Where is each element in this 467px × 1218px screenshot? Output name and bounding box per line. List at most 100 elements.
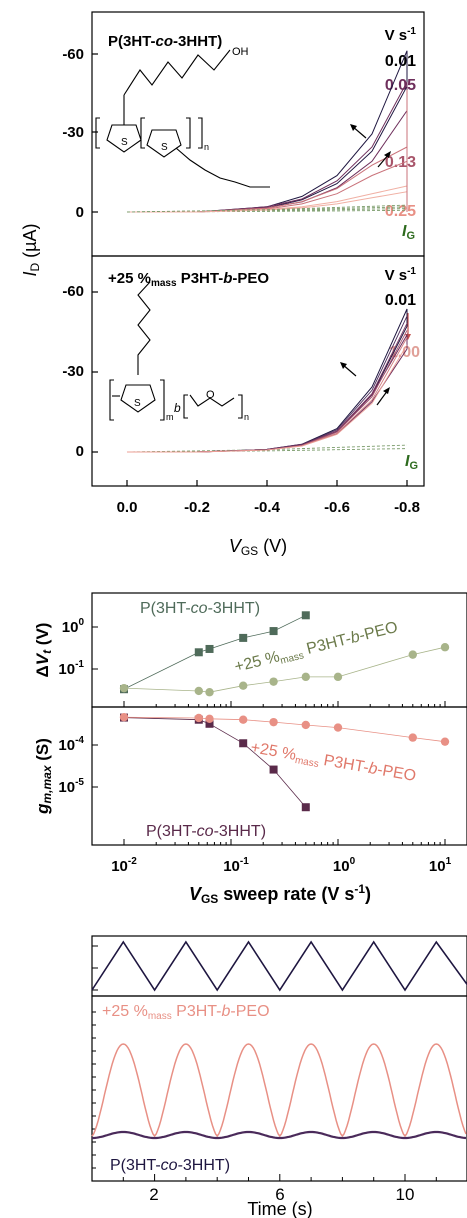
panel-b-bottom-frame: [91, 706, 467, 846]
transfer-curve-intermediate: [127, 315, 408, 453]
gm-blend-point: [333, 723, 343, 732]
dvt-blend-point: [333, 672, 343, 682]
structure-blockcopolymer: [109, 281, 243, 421]
gm-blend-point: [301, 720, 310, 730]
xtick-0: 0.0: [117, 499, 138, 516]
gate-current-0.01: [126, 448, 408, 453]
gm-copolymer-point: [239, 739, 248, 748]
xtick-b-4: 101: [429, 856, 452, 875]
dvt-copolymer-point: [205, 644, 214, 653]
gm-copolymer-point: [205, 719, 214, 728]
panel-a-xlabel: VGS (V): [229, 536, 287, 558]
panel-b-xlabel: VGS sweep rate (V s-1): [189, 882, 371, 906]
sweep-arrows: [341, 125, 390, 406]
dvt-blend-point: [301, 672, 310, 682]
rate-label-005: 0.05: [385, 77, 416, 94]
xtick-minus02: -0.2: [184, 499, 210, 516]
copolymer-response-curve: [92, 1130, 467, 1140]
xtick-minus08: -0.8: [394, 499, 420, 516]
ytick-b-bottom-2: 10-5: [58, 777, 84, 796]
b-label: b: [174, 401, 181, 415]
transfer-curve-1.00: [127, 333, 408, 453]
transfer-curve-0.01: [127, 50, 408, 213]
gm-copolymer-point: [269, 765, 278, 774]
ig-label-bottom: IG: [405, 453, 418, 472]
dvt-copolymer-line: [123, 614, 306, 690]
ytick-top-zero: 0: [76, 204, 84, 221]
xtick-minus04: -0.4: [254, 499, 281, 516]
transfer-curve-0.13: [127, 146, 408, 213]
rate-label-001: 0.01: [385, 53, 416, 70]
sweep-arrow-heads: [340, 124, 391, 394]
xtick-c-6: 6: [275, 1185, 284, 1204]
ytick-bottom-minus30: -30: [62, 363, 84, 380]
b-label-copolymer-bottom: P(3HT-co-3HHT): [146, 823, 266, 840]
s-label-3: S: [134, 398, 141, 409]
panel-a-ytick-marks: [92, 53, 98, 453]
m-label: m: [166, 412, 174, 422]
transfer-curve-intermediate: [127, 344, 408, 453]
s-label-2: S: [161, 142, 168, 153]
panel-b-sweep-rate: 100 10-1 10-4 10-5 10-2 10-1 100 101 ΔVt…: [33, 592, 467, 906]
gm-blend-point: [408, 733, 417, 742]
dvt-blend-point: [440, 643, 450, 652]
gate-current-1.00: [126, 444, 408, 453]
panel-a-bottom-frame: [91, 255, 425, 487]
n-label-top: n: [204, 142, 209, 152]
dvt-copolymer-point: [239, 633, 248, 642]
curves-bottom: [126, 308, 408, 453]
b-label-blend-top: +25 %mass P3HT-b-PEO: [233, 619, 400, 678]
xtick-b-3: 100: [333, 856, 356, 875]
o-label: O: [206, 389, 215, 401]
gm-blend-point: [205, 714, 214, 724]
c-label-blend: +25 %mass P3HT-b-PEO: [102, 1003, 270, 1022]
c-label-copolymer: P(3HT-co-3HHT): [110, 1157, 230, 1174]
b-label-blend-bottom: +25 %mass P3HT-b-PEO: [249, 739, 417, 787]
curves-top: [126, 50, 408, 213]
panel-c-xlabel: Time (s): [247, 1199, 312, 1218]
ytick-top-minus30: -30: [62, 124, 84, 141]
dvt-copolymer-point: [269, 627, 278, 636]
panel-c-time-response: 2 6 10 Time (s) +25 %mass P3HT-b-PEO P(3…: [91, 935, 467, 1218]
xtick-b-2: 10-1: [223, 856, 249, 875]
panel-a-transfer-curves: -60 -30 0 -60 -30 0 0.0 -0.2 -0.4 -0.6 -…: [20, 11, 425, 558]
n-label-bottom: n: [244, 412, 249, 422]
panel-a-bottom-label: +25 %mass P3HT-b-PEO: [108, 270, 269, 289]
panel-b-tick-marks: [92, 626, 446, 845]
ytick-top-minus60: -60: [62, 46, 84, 63]
panel-b-bottom-ylabel: gm,max (S): [33, 738, 54, 815]
dvt-blend-point: [269, 677, 278, 686]
panel-a-top-rates-header: V s-1: [385, 26, 417, 44]
dvt-copolymer-point: [194, 648, 203, 657]
b-label-copolymer-top: P(3HT-co-3HHT): [140, 600, 260, 617]
s-label-1: S: [121, 137, 128, 148]
gm-blend-point: [194, 713, 203, 723]
gate-current-0.25: [126, 204, 408, 213]
gm-blend-point: [269, 717, 278, 727]
vgs-triangle-wave: [91, 940, 467, 992]
dvt-blend-point: [238, 681, 248, 690]
dvt-blend-point: [119, 683, 129, 693]
panel-a-bottom-rates-header: V s-1: [385, 266, 417, 284]
gm-blend-line: [123, 716, 446, 743]
panel-a-xtick-marks: [126, 480, 408, 486]
panel-c-bottom-frame: [91, 995, 467, 1182]
panel-a-ylabel: ID (µA): [20, 223, 42, 276]
ytick-bottom-zero: 0: [76, 443, 84, 460]
ytick-b-bottom-1: 10-4: [58, 735, 84, 754]
panel-c-top-frame: [91, 935, 467, 997]
gm-blend-point: [440, 737, 450, 746]
panel-b-points: [119, 611, 450, 812]
ig-label-top: IG: [402, 223, 415, 242]
ytick-bottom-minus60: -60: [62, 283, 84, 300]
transfer-curve-0.05: [127, 81, 408, 213]
panel-a-top-label: P(3HT-co-3HHT): [108, 33, 222, 50]
panel-c-tick-marks: [91, 945, 437, 1181]
rate-label-bottom-001: 0.01: [385, 292, 416, 309]
transfer-curve-intermediate: [127, 330, 408, 453]
blend-response-curve: [91, 1043, 467, 1138]
transfer-curve-0.01: [127, 308, 408, 453]
xtick-c-2: 2: [149, 1185, 158, 1204]
dvt-blend-point: [205, 688, 214, 697]
